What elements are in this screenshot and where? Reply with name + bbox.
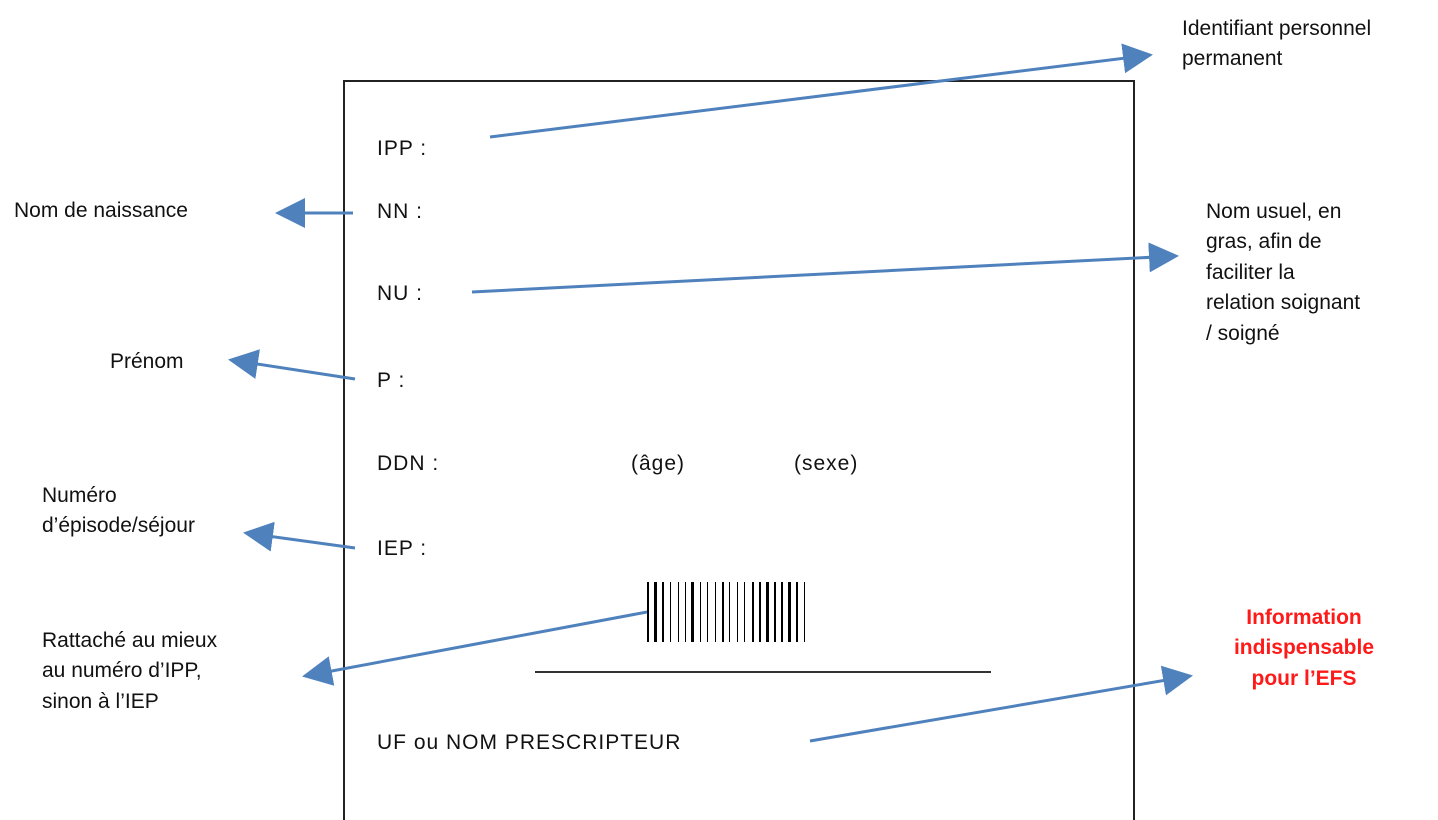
barcode-bar [722, 582, 724, 642]
barcode-bar [804, 582, 805, 642]
note-numero-episode: Numéro d’épisode/séjour [42, 481, 195, 542]
barcode-bar [729, 582, 730, 642]
barcode-bar [759, 582, 761, 642]
note-numero-episode-line-1: Numéro [42, 484, 117, 507]
note-barcode-link: Rattaché au mieux au numéro d’IPP, sinon… [42, 626, 217, 717]
note-nom-usuel: Nom usuel, en gras, afin de faciliter la… [1206, 197, 1360, 349]
barcode-bar [678, 582, 679, 642]
arrow-p-to-prenom [228, 349, 356, 381]
note-information-efs: Information indispensable pour l’EFS [1214, 603, 1394, 694]
barcode-bar [700, 582, 701, 642]
nn-field-label: NN : [377, 200, 423, 223]
note-identifiant-personnel-line-1: Identifiant personnel [1182, 17, 1372, 40]
sexe-field-label: (sexe) [794, 452, 859, 475]
iep-field-label: IEP : [377, 537, 428, 560]
barcode-bar [744, 582, 745, 642]
barcode-bar [752, 582, 754, 642]
note-nom-usuel-line-1: Nom usuel, en [1206, 200, 1342, 223]
note-barcode-link-line-1: Rattaché au mieux [42, 629, 218, 652]
p-field-label: P : [377, 369, 406, 392]
barcode-image [647, 582, 865, 642]
note-identifiant-personnel: Identifiant personnel permanent [1182, 14, 1371, 75]
barcode-bar [647, 582, 649, 642]
uf-prescripteur-label: UF ou NOM PRESCRIPTEUR [377, 731, 682, 754]
barcode-bar [766, 582, 769, 642]
barcode-bar [670, 582, 671, 642]
barcode-bar [691, 582, 694, 642]
note-nom-usuel-line-4: relation soignant [1206, 291, 1361, 315]
note-barcode-link-line-2: au numéro d’IPP, [42, 659, 202, 683]
barcode-bar [788, 582, 791, 642]
note-information-efs-line-2: indispensable [1233, 636, 1375, 660]
barcode-bar [654, 582, 657, 642]
barcode-bar [715, 582, 716, 642]
note-identifiant-personnel-line-2: permanent [1182, 47, 1283, 71]
note-nom-usuel-line-2: gras, afin de [1206, 230, 1322, 254]
barcode-bar [707, 582, 708, 642]
nu-field-label: NU : [377, 282, 423, 305]
barcode-bar [662, 582, 664, 642]
note-nom-usuel-line-5: / soigné [1206, 321, 1280, 345]
barcode-bar [685, 582, 686, 642]
patient-label-card [343, 80, 1135, 820]
note-prenom: Prénom [110, 350, 184, 373]
ddn-field-label: DDN : [377, 452, 440, 475]
note-nom-usuel-line-3: faciliter la [1206, 260, 1295, 284]
barcode-bar [737, 582, 738, 642]
age-field-label: (âge) [631, 452, 686, 475]
note-numero-episode-line-2: d’épisode/séjour [42, 514, 195, 538]
label-separator-line [535, 671, 991, 673]
ipp-field-label: IPP : [377, 137, 428, 160]
arrow-iep-to-numero-episode [243, 521, 356, 552]
note-nom-naissance: Nom de naissance [14, 199, 188, 222]
note-barcode-link-line-3: sinon à l’IEP [42, 689, 159, 713]
note-information-efs-line-3: pour l’EFS [1251, 666, 1357, 690]
note-information-efs-line-1: Information [1246, 606, 1362, 629]
barcode-bar [774, 582, 776, 642]
barcode-bar [781, 582, 783, 642]
barcode-bar [796, 582, 798, 642]
